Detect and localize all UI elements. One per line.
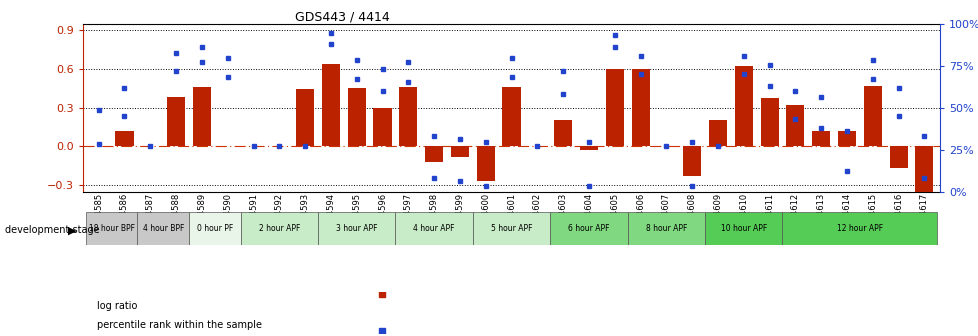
Bar — [683, 146, 700, 176]
Bar — [760, 98, 778, 146]
Text: percentile rank within the sample: percentile rank within the sample — [97, 320, 262, 330]
Text: 12 hour APF: 12 hour APF — [836, 224, 882, 233]
Bar — [395, 212, 472, 245]
Bar — [295, 89, 314, 146]
Bar — [424, 146, 443, 162]
Bar — [760, 98, 778, 146]
Text: 8 hour APF: 8 hour APF — [645, 224, 687, 233]
Bar — [86, 212, 137, 245]
Bar — [734, 66, 752, 146]
Bar — [579, 146, 598, 150]
Bar — [373, 108, 391, 146]
Bar — [322, 64, 339, 146]
Text: 5 hour APF: 5 hour APF — [490, 224, 532, 233]
Bar — [734, 66, 752, 146]
Bar — [785, 105, 804, 146]
Text: ▶: ▶ — [67, 225, 76, 235]
Text: 3 hour APF: 3 hour APF — [335, 224, 378, 233]
Bar — [399, 87, 417, 146]
Bar — [708, 120, 727, 146]
Bar — [605, 69, 623, 146]
Bar — [193, 87, 210, 146]
Bar — [781, 212, 936, 245]
Bar — [627, 212, 704, 245]
Bar — [785, 105, 804, 146]
Bar — [579, 146, 598, 150]
Bar — [914, 146, 932, 194]
Bar — [863, 86, 881, 146]
Bar — [451, 146, 468, 157]
Bar — [472, 212, 550, 245]
Text: 18 hour BPF: 18 hour BPF — [88, 224, 134, 233]
Bar — [115, 131, 133, 146]
Bar — [914, 146, 932, 194]
Bar — [347, 88, 366, 146]
Bar — [554, 120, 571, 146]
Text: 2 hour APF: 2 hour APF — [258, 224, 299, 233]
Bar — [837, 131, 855, 146]
Bar — [399, 87, 417, 146]
Bar — [476, 146, 494, 181]
Bar — [451, 146, 468, 157]
Bar — [812, 131, 829, 146]
Text: 6 hour APF: 6 hour APF — [567, 224, 609, 233]
Text: 4 hour BPF: 4 hour BPF — [143, 224, 184, 233]
Bar — [550, 212, 627, 245]
Bar — [476, 146, 494, 181]
Text: 4 hour APF: 4 hour APF — [413, 224, 455, 233]
Bar — [137, 212, 189, 245]
Bar — [863, 86, 881, 146]
Bar — [373, 108, 391, 146]
Bar — [889, 146, 907, 168]
Text: development stage: development stage — [5, 225, 100, 235]
Bar — [605, 69, 623, 146]
Bar — [704, 212, 781, 245]
Bar — [502, 87, 520, 146]
Bar — [318, 212, 395, 245]
Bar — [424, 146, 443, 162]
Bar — [115, 131, 133, 146]
Bar — [554, 120, 571, 146]
Bar — [837, 131, 855, 146]
Bar — [241, 212, 318, 245]
Text: GDS443 / 4414: GDS443 / 4414 — [295, 10, 389, 23]
Bar — [631, 69, 649, 146]
Bar — [347, 88, 366, 146]
Bar — [889, 146, 907, 168]
Bar — [502, 87, 520, 146]
Bar — [189, 212, 241, 245]
Bar — [812, 131, 829, 146]
Bar — [193, 87, 210, 146]
Bar — [631, 69, 649, 146]
Text: 10 hour APF: 10 hour APF — [720, 224, 766, 233]
Bar — [167, 97, 185, 146]
Bar — [322, 64, 339, 146]
Bar — [167, 97, 185, 146]
Bar — [295, 89, 314, 146]
Bar — [708, 120, 727, 146]
Bar — [683, 146, 700, 176]
Text: 0 hour PF: 0 hour PF — [197, 224, 233, 233]
Text: log ratio: log ratio — [97, 301, 137, 311]
